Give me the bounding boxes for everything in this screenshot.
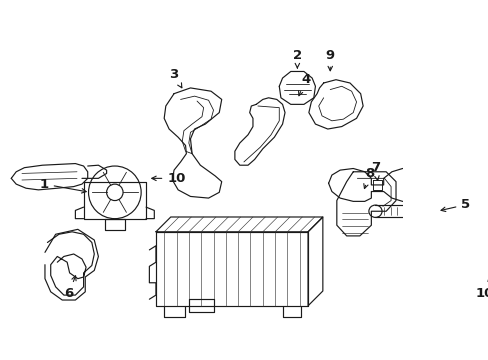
Text: 1: 1 [40,177,86,193]
Text: 9: 9 [325,49,334,71]
Text: 4: 4 [298,73,309,96]
Text: 3: 3 [169,68,182,88]
Text: 5: 5 [440,198,469,212]
Text: 10: 10 [151,172,185,185]
Text: 10: 10 [475,266,488,300]
Text: 2: 2 [292,49,301,68]
Text: 7: 7 [370,161,379,180]
Text: 8: 8 [363,167,374,189]
Text: 6: 6 [64,276,76,300]
